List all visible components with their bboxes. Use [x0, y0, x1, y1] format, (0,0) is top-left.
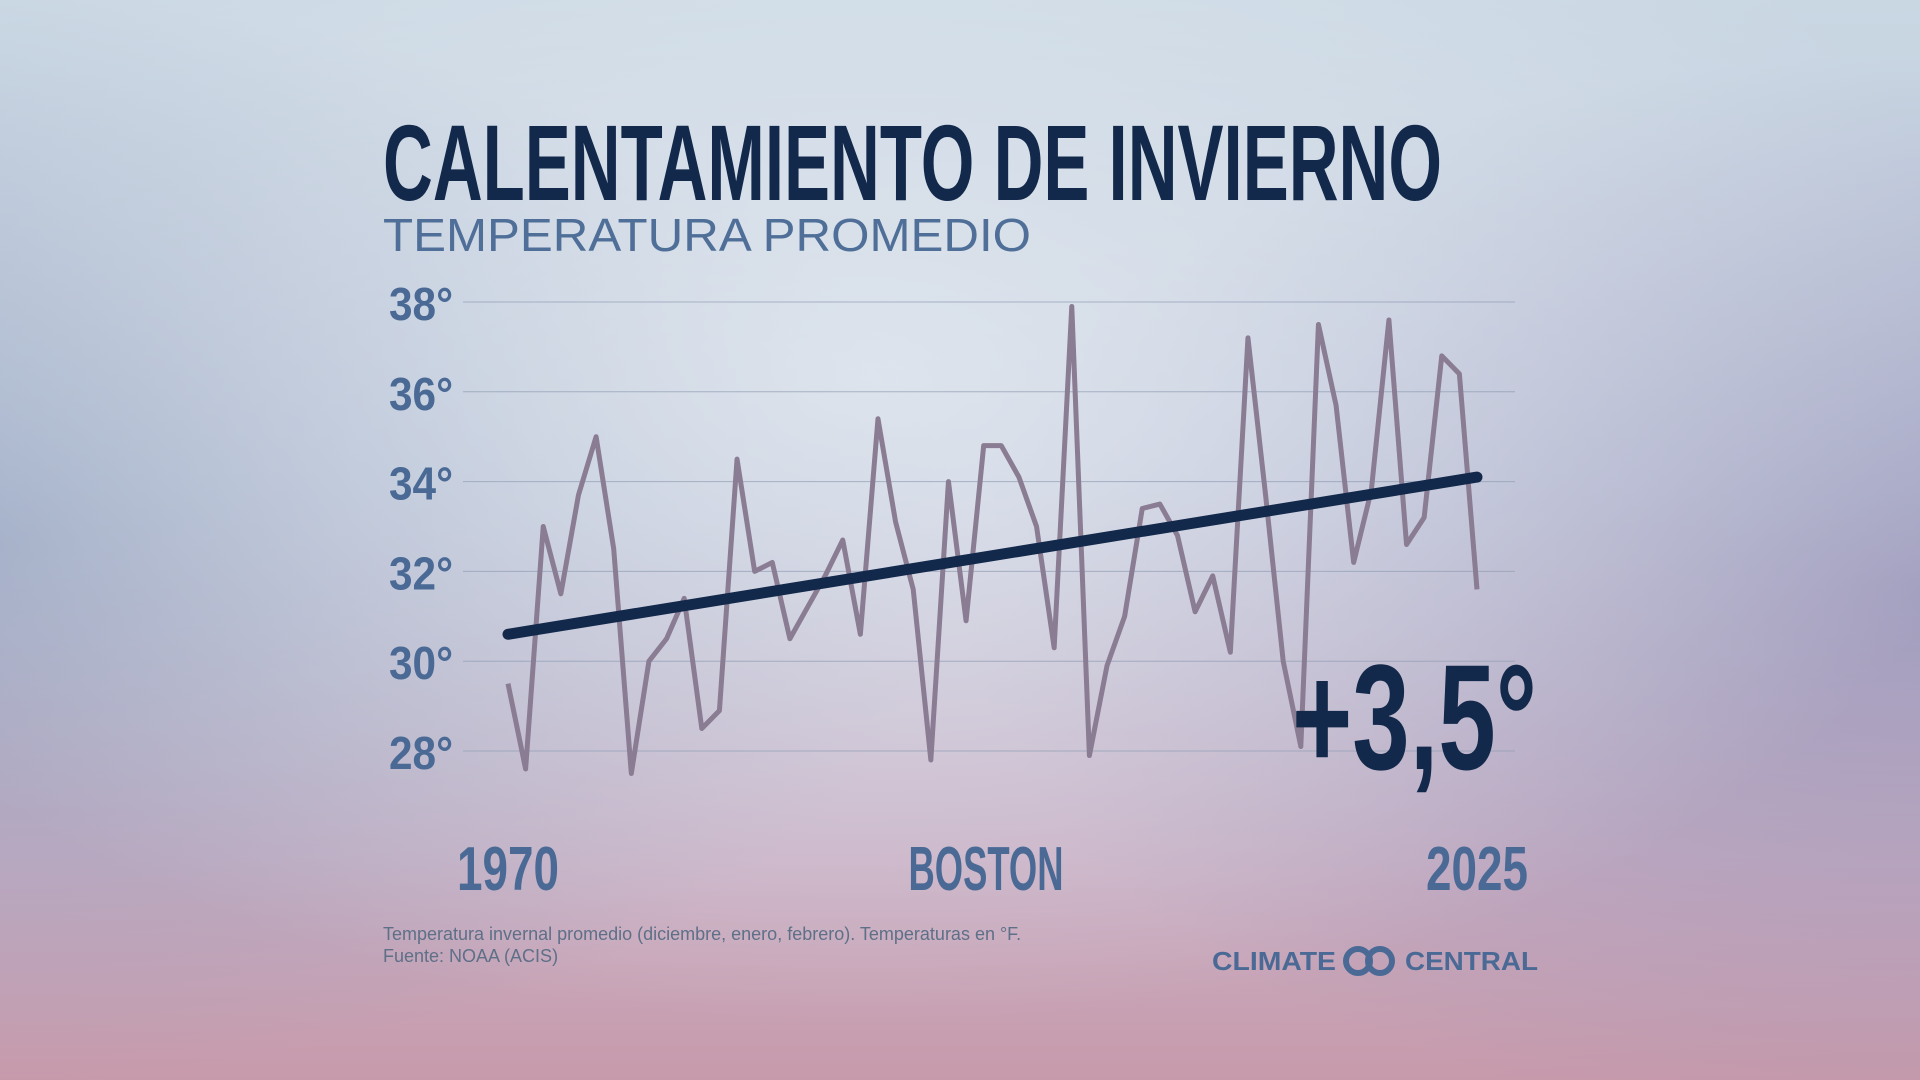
chart-title: CALENTAMIENTO DE INVIERNO [383, 102, 1442, 223]
y-tick-label: 28° [389, 727, 453, 779]
footnote: Fuente: NOAA (ACIS) [383, 946, 558, 966]
y-tick-label: 38° [389, 278, 453, 330]
logo-text: CENTRAL [1405, 946, 1538, 976]
y-tick-label: 30° [389, 637, 453, 689]
data-line [505, 303, 1480, 776]
y-tick-label: 34° [389, 458, 453, 510]
y-tick-label: 36° [389, 368, 453, 420]
x-tick-label: 2025 [1426, 835, 1528, 904]
location-label: BOSTON [909, 835, 1064, 904]
x-tick-label: 1970 [457, 835, 559, 904]
trend-line [502, 471, 1483, 640]
footnote: Temperatura invernal promedio (diciembre… [383, 924, 1021, 944]
chart-subtitle: TEMPERATURA PROMEDIO [383, 209, 1031, 261]
y-tick-label: 32° [389, 547, 453, 599]
logo-text: CLIMATE [1212, 946, 1336, 976]
logo-icon [1343, 946, 1395, 976]
change-label: +3,5° [1292, 633, 1537, 801]
